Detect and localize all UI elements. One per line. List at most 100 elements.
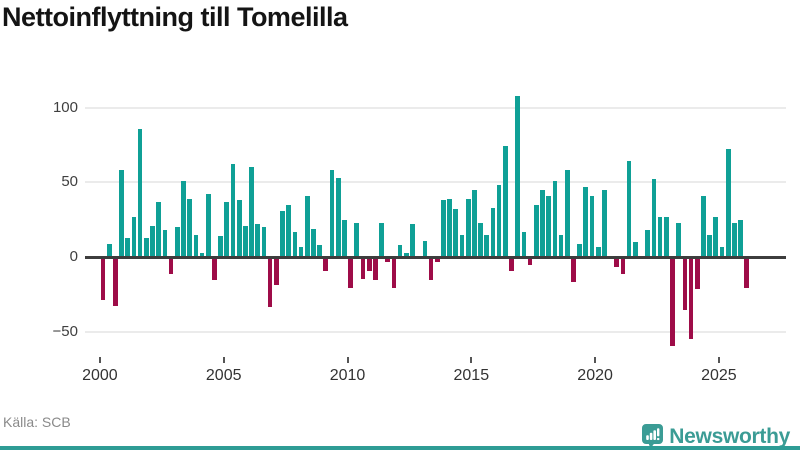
bar-positive [478,222,483,257]
bar-positive [150,225,155,257]
bar-positive [403,252,409,257]
bar-positive [131,216,137,257]
bar-positive [719,246,725,257]
bar-negative [620,258,626,275]
bar-positive [230,164,236,257]
bar-negative [428,258,434,281]
x-axis-label: 2015 [453,367,490,384]
bar-positive [441,200,446,257]
bar-positive [521,231,527,257]
bar-positive [453,209,459,257]
x-axis-tick [222,357,225,363]
bar-positive [193,234,199,257]
bar-positive [657,216,663,257]
x-axis-label: 2025 [701,367,737,384]
bar-positive [707,234,712,257]
newsworthy-barchart-bubble-icon [642,424,664,449]
bar-positive [379,222,384,257]
bar-positive [162,230,168,257]
bar-positive [632,242,638,257]
bar-positive [701,195,706,257]
bar-positive [595,246,601,257]
bar-negative [670,258,675,347]
x-axis-tick [717,357,720,363]
bar-positive [663,216,669,257]
bar-positive [459,234,465,257]
brand-logo-lockup[interactable]: Newsworthy [642,424,790,449]
bar-positive [540,189,545,257]
bar-positive [738,219,743,257]
bar-positive [106,243,112,257]
bar-positive [725,149,731,257]
bar-positive [329,170,335,257]
bar-positive [564,170,570,257]
bar-positive [447,198,452,257]
bar-positive [354,222,360,257]
bar-positive [472,189,477,257]
bar-positive [199,252,205,257]
bar-positive [304,195,310,257]
bar-negative [527,258,533,266]
gridline [85,181,786,184]
bar-positive [119,170,124,257]
bar-negative [391,258,397,288]
bar-positive [397,245,403,257]
brand-wordmark: Newsworthy [669,424,790,448]
bar-positive [552,180,558,257]
bar-negative [688,258,694,339]
bar-positive [676,222,681,257]
y-axis-label: 50 [61,173,78,191]
x-axis-tick [98,357,101,363]
zero-baseline [85,256,786,259]
bar-positive [298,246,304,257]
bar-negative [385,258,391,263]
bar-positive [311,228,316,257]
bar-positive [236,200,242,257]
bar-positive [205,194,211,257]
bar-positive [515,95,521,257]
bar-positive [713,216,719,257]
bar-negative [509,258,514,272]
brand-bottom-strip [0,446,800,450]
bar-positive [490,207,496,257]
bar-positive [243,225,248,257]
bar-positive [422,240,428,257]
bar-positive [125,237,131,257]
bar-positive [546,195,552,257]
bar-negative [682,258,688,311]
bar-positive [342,219,347,257]
bar-positive [496,185,502,257]
x-axis-tick [594,357,597,363]
x-axis-label: 2020 [577,367,613,384]
bar-positive [335,177,341,257]
gridline [85,106,786,109]
bar-positive [286,204,292,257]
x-axis-tick [470,357,473,363]
bar-positive [503,146,508,257]
bar-negative [273,258,279,285]
bar-positive [187,198,192,257]
bar-positive [317,245,322,257]
bar-positive [484,234,490,257]
bar-positive [137,128,143,257]
bar-chart-plot-area: −50 0 50 100 2000 2005 2010 2015 2020 2025 [52,95,786,384]
x-axis-label: 2005 [205,367,242,384]
x-axis-label: 2000 [82,367,118,384]
bar-negative [373,258,378,281]
bar-positive [292,231,298,257]
bar-positive [602,189,607,257]
bar-negative [434,258,440,263]
bar-negative [100,258,106,300]
chart-title: Nettoinflyttning till Tomelilla [2,2,348,32]
bar-positive [732,222,737,257]
y-axis-label: 100 [52,98,78,116]
bar-negative [113,258,118,306]
bar-positive [174,227,180,257]
bar-positive [255,224,261,257]
bar-positive [589,195,595,257]
bar-positive [218,236,223,257]
bar-negative [323,258,329,272]
bar-positive [533,204,539,257]
bar-positive [651,179,657,257]
